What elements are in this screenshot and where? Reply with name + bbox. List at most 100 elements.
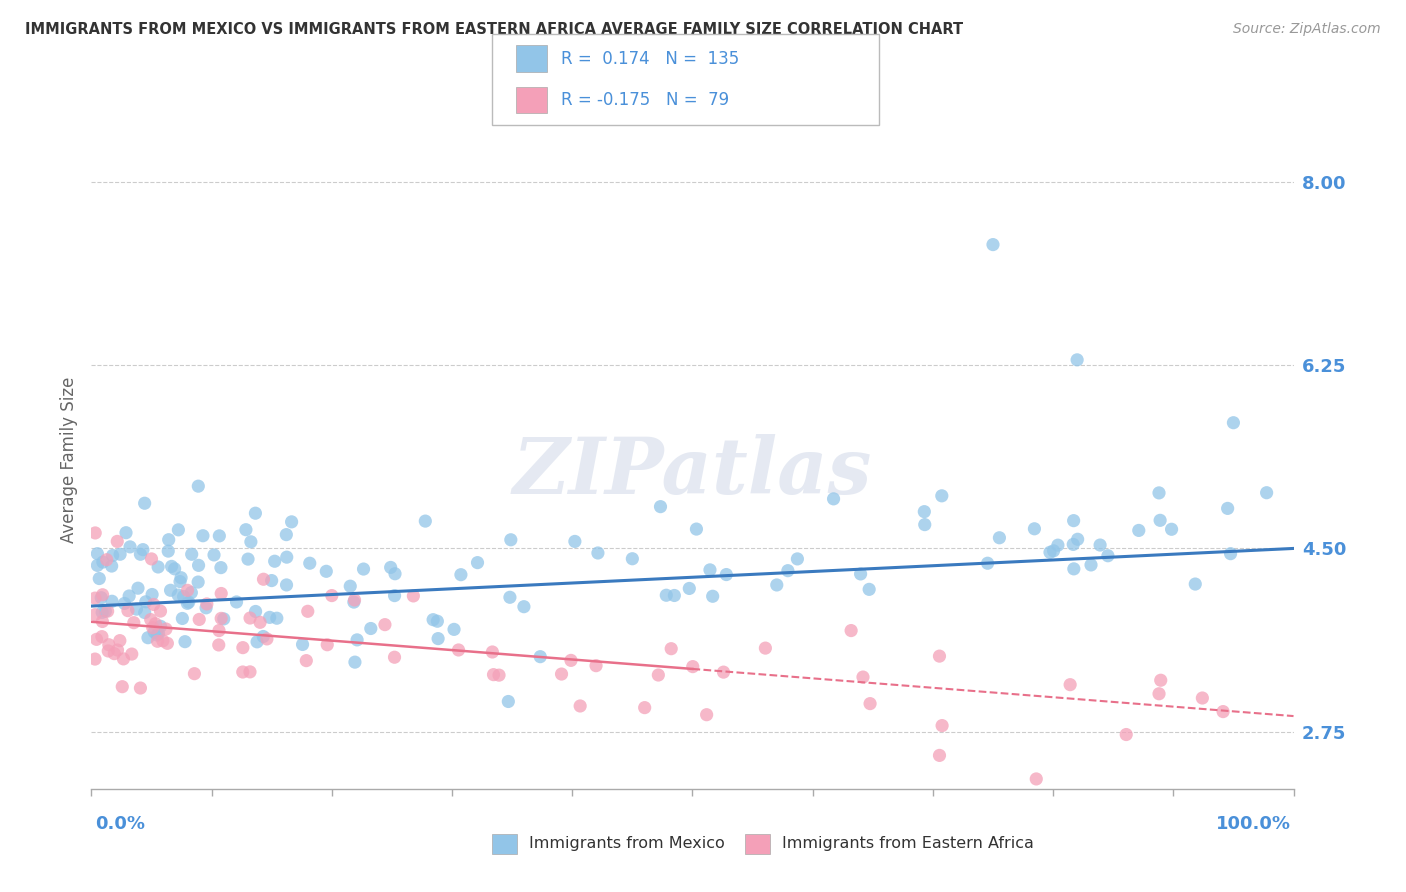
Point bbox=[1066, 533, 1088, 547]
Point bbox=[108, 633, 131, 648]
Point bbox=[174, 634, 197, 648]
Point bbox=[132, 542, 155, 557]
Point bbox=[111, 680, 134, 694]
Point bbox=[120, 540, 142, 554]
Point bbox=[84, 607, 107, 622]
Point bbox=[550, 667, 572, 681]
Point bbox=[212, 612, 235, 626]
Point bbox=[685, 522, 707, 536]
Point bbox=[239, 611, 262, 625]
Point bbox=[1088, 538, 1111, 552]
Point bbox=[360, 622, 382, 636]
Point bbox=[139, 613, 162, 627]
Point bbox=[1191, 691, 1213, 706]
Point bbox=[134, 496, 156, 510]
Point bbox=[450, 567, 472, 582]
Point bbox=[776, 564, 799, 578]
Point bbox=[374, 617, 396, 632]
Point bbox=[786, 552, 808, 566]
Point bbox=[117, 604, 139, 618]
Point bbox=[89, 572, 111, 586]
Point bbox=[115, 525, 138, 540]
Point bbox=[157, 533, 180, 547]
Point bbox=[346, 632, 368, 647]
Point bbox=[172, 611, 194, 625]
Point bbox=[343, 593, 366, 607]
Text: 0.0%: 0.0% bbox=[96, 815, 146, 833]
Point bbox=[1160, 522, 1182, 536]
Point bbox=[91, 555, 114, 569]
Point bbox=[183, 666, 205, 681]
Point bbox=[145, 616, 167, 631]
Point bbox=[90, 630, 112, 644]
Point bbox=[560, 653, 582, 667]
Point bbox=[260, 574, 283, 588]
Point bbox=[129, 681, 152, 695]
Point bbox=[316, 638, 339, 652]
Point bbox=[858, 582, 880, 597]
Point bbox=[928, 748, 950, 763]
Point bbox=[1147, 687, 1170, 701]
Point bbox=[84, 525, 107, 540]
Point bbox=[1080, 558, 1102, 572]
Point bbox=[239, 665, 262, 679]
Point bbox=[276, 527, 298, 541]
Point bbox=[187, 575, 209, 590]
Point bbox=[321, 589, 343, 603]
Point bbox=[481, 645, 503, 659]
Point bbox=[981, 237, 1004, 252]
Point bbox=[101, 549, 124, 563]
Point bbox=[146, 634, 169, 648]
Point bbox=[167, 588, 190, 602]
Point bbox=[823, 491, 845, 506]
Point bbox=[384, 589, 406, 603]
Point bbox=[195, 600, 218, 615]
Point bbox=[380, 560, 402, 574]
Point bbox=[191, 529, 214, 543]
Point bbox=[634, 700, 657, 714]
Point bbox=[180, 585, 202, 599]
Point bbox=[125, 602, 148, 616]
Text: Immigrants from Eastern Africa: Immigrants from Eastern Africa bbox=[782, 837, 1033, 851]
Point bbox=[931, 489, 953, 503]
Point bbox=[1025, 772, 1047, 786]
Point bbox=[754, 641, 776, 656]
Point bbox=[415, 514, 437, 528]
Point bbox=[177, 595, 200, 609]
Point bbox=[127, 581, 149, 595]
Point bbox=[134, 606, 156, 620]
Point bbox=[499, 533, 522, 547]
Point bbox=[252, 572, 274, 586]
Point bbox=[702, 589, 724, 603]
Point bbox=[931, 718, 953, 732]
Point bbox=[1097, 549, 1119, 563]
Text: 100.0%: 100.0% bbox=[1216, 815, 1291, 833]
Point bbox=[1059, 678, 1081, 692]
Point bbox=[105, 534, 128, 549]
Point bbox=[94, 604, 117, 618]
Point bbox=[427, 632, 450, 646]
Text: R =  0.174   N =  135: R = 0.174 N = 135 bbox=[561, 50, 740, 68]
Point bbox=[160, 559, 183, 574]
Point bbox=[682, 659, 704, 673]
Point bbox=[232, 640, 254, 655]
Point bbox=[97, 644, 120, 658]
Point bbox=[84, 652, 107, 666]
Point bbox=[245, 604, 267, 618]
Point bbox=[112, 652, 135, 666]
Point bbox=[101, 594, 124, 608]
Point bbox=[655, 588, 678, 602]
Point bbox=[246, 635, 269, 649]
Point bbox=[678, 582, 700, 596]
Point bbox=[148, 626, 170, 640]
Point bbox=[225, 595, 247, 609]
Point bbox=[297, 604, 319, 618]
Point bbox=[447, 643, 470, 657]
Point bbox=[291, 637, 314, 651]
Point bbox=[86, 632, 108, 647]
Point bbox=[235, 523, 257, 537]
Point bbox=[167, 523, 190, 537]
Point bbox=[1216, 501, 1239, 516]
Point bbox=[209, 611, 232, 625]
Point bbox=[586, 546, 609, 560]
